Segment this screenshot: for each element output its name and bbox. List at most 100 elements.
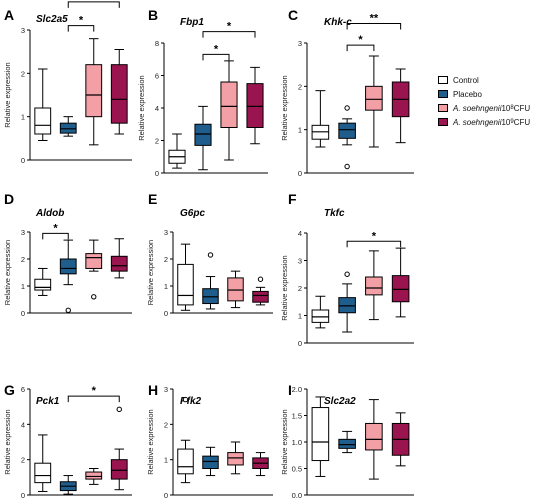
box-g-placebo	[59, 475, 77, 495]
sig-bracket-f-0: *	[346, 230, 402, 248]
panel-f: F Tkfc 0 1 2 3 4 Relative expression *	[280, 191, 414, 348]
y-tick-label-d: 3	[21, 228, 25, 237]
box-iqr-i-control	[311, 407, 330, 462]
sig-bracket-a-0: *	[67, 15, 95, 32]
box-iqr-h-as-10-8	[227, 452, 244, 466]
y-tick-label-a: 3	[21, 26, 25, 35]
y-tick-label-h: 2	[164, 420, 168, 429]
box-iqr-b-as-10-9	[246, 83, 264, 128]
legend-label-unit-10-8: CFU	[513, 103, 531, 113]
sig-line-b-1	[202, 31, 256, 38]
panel-letter-g: G	[4, 382, 15, 398]
legend-swatch-placebo	[438, 90, 448, 98]
panel-title-f: Tkfc	[324, 208, 345, 219]
box-f-as-10-8	[365, 250, 383, 321]
y-axis-title-d: Relative expression	[3, 240, 12, 305]
box-i-as-10-8	[365, 399, 383, 480]
y-tick-label-e: 0	[164, 309, 168, 318]
y-tick-label-a: 0	[21, 156, 25, 165]
box-c-control	[311, 90, 330, 148]
legend-item-as-10-9: A. soehngenii 10 9 CFU	[438, 115, 550, 129]
y-tick-label-d: 0	[21, 309, 25, 318]
y-axis-title-e: Relative expression	[146, 240, 155, 305]
sig-label-f-0: *	[372, 230, 377, 242]
box-iqr-e-placebo	[202, 288, 219, 305]
y-tick-label-b: 8	[155, 39, 159, 48]
legend-item-placebo: Placebo	[438, 87, 550, 101]
sig-line-f-0	[346, 240, 402, 248]
y-axis-title-c: Relative expression	[280, 75, 289, 140]
panel-b: B Fbp1 0 2 4 6 8 Relative expression * *	[137, 7, 268, 178]
y-tick-label-f: 4	[298, 229, 302, 238]
box-iqr-b-as-10-8	[220, 81, 238, 128]
outlier-d-placebo	[65, 307, 71, 313]
y-tick-label-g: 6	[21, 385, 25, 394]
panel-title-e: G6pc	[180, 208, 205, 219]
legend-label-control: Control	[453, 75, 479, 85]
y-axis-title-f: Relative expression	[280, 255, 289, 320]
outlier-e-as-10-9	[257, 276, 264, 282]
panel-letter-h: H	[148, 382, 158, 398]
outlier-c-placebo	[344, 105, 350, 111]
y-axis-title-b: Relative expression	[137, 75, 146, 140]
box-a-placebo	[59, 116, 77, 137]
box-g-as-10-8	[85, 468, 103, 485]
legend-swatch-control	[438, 76, 448, 84]
panel-letter-c: C	[288, 7, 298, 23]
legend-label-dose-10-8: 10	[501, 103, 511, 113]
box-e-as-10-9	[252, 276, 269, 306]
box-iqr-a-as-10-8	[85, 64, 103, 118]
panel-letter-e: E	[148, 191, 157, 207]
legend-label-exp-10-9: 9	[510, 119, 514, 125]
y-axis-title-a: Relative expression	[3, 62, 12, 127]
box-f-placebo	[338, 271, 356, 333]
y-tick-label-a: 1	[21, 113, 25, 122]
box-e-control	[177, 243, 194, 311]
legend-swatch-as-10-8	[438, 104, 448, 112]
box-f-as-10-9	[391, 247, 410, 318]
box-g-as-10-9	[110, 406, 128, 491]
y-tick-label-h: 3	[164, 385, 168, 394]
box-i-control	[311, 396, 330, 477]
y-tick-label-f: 3	[298, 257, 302, 266]
legend-swatch-as-10-9	[438, 118, 448, 126]
box-iqr-i-as-10-8	[365, 422, 383, 451]
y-axis-title-g: Relative expression	[3, 409, 12, 474]
panel-title-c: Khk-c	[324, 17, 352, 28]
box-iqr-a-placebo	[59, 122, 77, 134]
box-iqr-g-control	[34, 462, 52, 484]
panel-letter-d: D	[4, 191, 14, 207]
box-iqr-a-control	[34, 107, 52, 135]
box-h-control	[177, 396, 194, 484]
box-iqr-e-as-10-8	[227, 277, 244, 302]
box-d-as-10-8	[85, 239, 103, 300]
box-iqr-i-placebo	[338, 438, 356, 449]
y-tick-label-b: 4	[155, 104, 159, 113]
outlier-h-control	[182, 396, 189, 403]
outlier-d-as-10-8	[91, 294, 97, 300]
box-iqr-h-control	[177, 448, 194, 475]
sig-line-b-0	[202, 53, 230, 61]
sig-bracket-b-1: *	[202, 21, 256, 38]
sig-label-c-1: **	[370, 13, 379, 25]
sig-label-a-1: *	[92, 0, 97, 3]
box-i-as-10-9	[391, 412, 410, 467]
y-tick-label-e: 1	[164, 282, 168, 291]
y-tick-label-h: 0	[164, 491, 168, 500]
y-tick-label-h: 1	[164, 456, 168, 465]
sig-label-d-0: *	[53, 222, 58, 234]
box-iqr-f-placebo	[338, 297, 356, 314]
y-tick-label-i: 1.0	[292, 438, 302, 447]
legend-label-unit-10-9: CFU	[513, 117, 531, 127]
y-tick-label-i: 0.5	[292, 465, 302, 474]
outlier-f-placebo	[344, 271, 350, 277]
panel-letter-f: F	[288, 191, 297, 207]
y-tick-label-g: 0	[21, 491, 25, 500]
sig-label-b-1: *	[227, 21, 232, 33]
box-iqr-e-as-10-9	[252, 290, 269, 303]
sig-bracket-a-1: *	[67, 0, 120, 8]
box-iqr-c-placebo	[338, 122, 356, 139]
box-e-as-10-8	[227, 270, 244, 309]
sig-line-a-0	[67, 25, 95, 32]
